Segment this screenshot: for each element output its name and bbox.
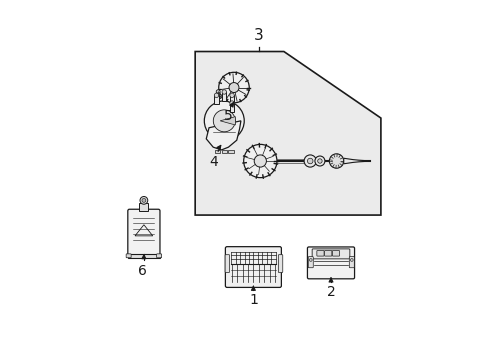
FancyBboxPatch shape: [316, 251, 324, 256]
FancyBboxPatch shape: [348, 257, 354, 268]
FancyBboxPatch shape: [278, 255, 282, 273]
Polygon shape: [229, 95, 234, 104]
Polygon shape: [206, 121, 241, 150]
FancyBboxPatch shape: [156, 254, 162, 258]
Circle shape: [140, 197, 147, 204]
Circle shape: [204, 101, 244, 141]
Polygon shape: [220, 117, 235, 125]
Circle shape: [254, 155, 266, 167]
Circle shape: [307, 158, 312, 164]
FancyBboxPatch shape: [225, 247, 281, 287]
Circle shape: [350, 258, 352, 261]
Text: 1: 1: [248, 293, 257, 307]
FancyBboxPatch shape: [332, 251, 339, 256]
Circle shape: [214, 93, 218, 98]
Polygon shape: [195, 51, 380, 215]
FancyBboxPatch shape: [126, 254, 131, 258]
Text: 3: 3: [254, 28, 263, 43]
Circle shape: [314, 156, 324, 166]
Text: 6: 6: [138, 264, 146, 278]
FancyBboxPatch shape: [307, 247, 354, 279]
Circle shape: [243, 144, 276, 177]
Circle shape: [218, 72, 249, 103]
Polygon shape: [214, 150, 220, 153]
Circle shape: [229, 93, 234, 98]
Polygon shape: [222, 92, 226, 101]
FancyBboxPatch shape: [324, 251, 331, 256]
Circle shape: [222, 90, 226, 94]
Polygon shape: [214, 95, 218, 104]
Text: 5: 5: [224, 109, 232, 123]
Circle shape: [142, 198, 145, 202]
FancyBboxPatch shape: [224, 255, 229, 273]
FancyBboxPatch shape: [311, 249, 349, 259]
Circle shape: [304, 155, 316, 167]
Polygon shape: [228, 150, 233, 153]
Polygon shape: [221, 150, 226, 153]
Text: 2: 2: [326, 285, 335, 299]
Polygon shape: [343, 158, 366, 164]
Polygon shape: [127, 254, 160, 258]
Polygon shape: [229, 103, 234, 112]
Circle shape: [216, 90, 220, 94]
Circle shape: [218, 94, 222, 98]
FancyBboxPatch shape: [307, 257, 313, 268]
FancyBboxPatch shape: [127, 209, 160, 256]
Circle shape: [229, 101, 234, 105]
Polygon shape: [139, 203, 148, 211]
Circle shape: [228, 82, 239, 93]
Circle shape: [309, 258, 311, 261]
Circle shape: [213, 110, 235, 132]
Circle shape: [317, 159, 322, 163]
Circle shape: [328, 154, 343, 168]
Text: 4: 4: [208, 155, 217, 168]
